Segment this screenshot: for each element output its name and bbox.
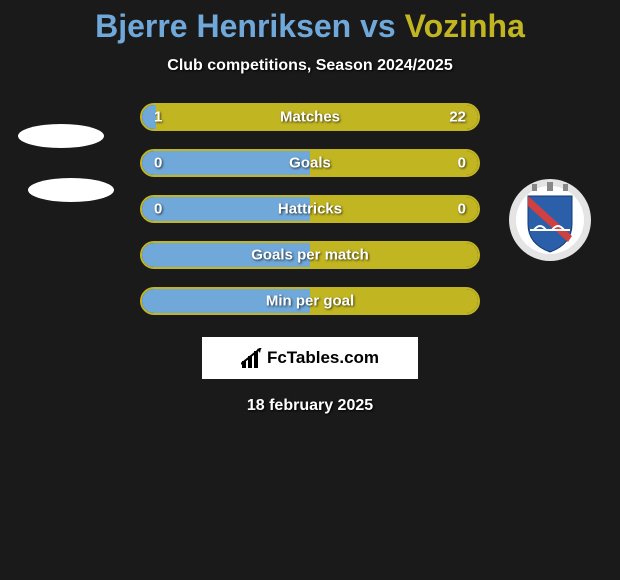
stat-bar-left-fill [142,151,310,175]
stat-bar-label: Hattricks [278,201,342,218]
stat-bar-right-fill [310,151,478,175]
stat-value-right: 0 [458,155,466,172]
player1-placeholder-shape-2 [28,178,114,202]
stat-value-left: 0 [154,155,162,172]
stat-value-left: 1 [154,109,162,126]
stat-value-right: 22 [449,109,466,126]
stat-bar-hattricks: Hattricks 0 0 [140,195,480,223]
stat-bar-label: Min per goal [266,293,354,310]
stat-bar-label: Matches [280,109,340,126]
fctables-logo[interactable]: FcTables.com [202,337,418,379]
stat-bar-goals-per-match: Goals per match [140,241,480,269]
player2-name: Vozinha [405,8,525,44]
stat-bar-min-per-goal: Min per goal [140,287,480,315]
stat-bar-goals: Goals 0 0 [140,149,480,177]
stat-bar-label: Goals [289,155,331,172]
subtitle: Club competitions, Season 2024/2025 [0,57,620,75]
stats-bars: Matches 1 22 Goals 0 0 Hattricks 0 0 Goals per ma… [140,103,480,315]
stat-value-left: 0 [154,201,162,218]
player1-name: Bjerre Henriksen [95,8,351,44]
fctables-text: FcTables.com [267,348,379,368]
stat-bar-label: Goals per match [251,247,369,264]
vs-separator: vs [351,8,404,44]
player1-placeholder-shape-1 [18,124,104,148]
player2-club-badge [508,178,592,262]
stat-value-right: 0 [458,201,466,218]
snapshot-date: 18 february 2025 [0,397,620,415]
fctables-bars-icon [241,348,265,368]
comparison-title: Bjerre Henriksen vs Vozinha [0,8,620,45]
stat-bar-matches: Matches 1 22 [140,103,480,131]
